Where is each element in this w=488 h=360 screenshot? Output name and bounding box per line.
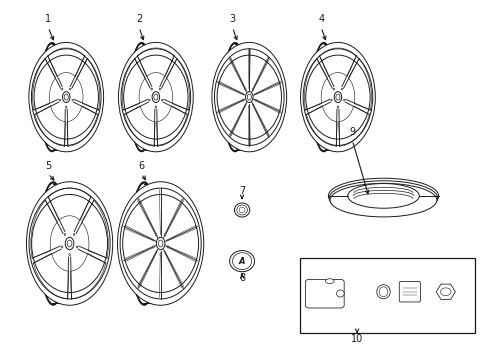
Ellipse shape <box>122 194 198 293</box>
Ellipse shape <box>29 42 103 152</box>
Ellipse shape <box>160 253 161 256</box>
Ellipse shape <box>117 182 203 305</box>
Ellipse shape <box>347 184 418 208</box>
Ellipse shape <box>29 188 110 299</box>
Ellipse shape <box>245 92 252 103</box>
Ellipse shape <box>167 246 168 248</box>
Ellipse shape <box>329 183 436 217</box>
Ellipse shape <box>31 49 101 145</box>
Ellipse shape <box>337 106 338 108</box>
Ellipse shape <box>236 205 247 215</box>
Ellipse shape <box>234 203 249 217</box>
Ellipse shape <box>59 99 61 101</box>
Ellipse shape <box>65 106 67 108</box>
Text: 7: 7 <box>239 186 244 196</box>
Text: 3: 3 <box>229 14 235 24</box>
Ellipse shape <box>152 246 154 248</box>
Ellipse shape <box>69 253 70 256</box>
Ellipse shape <box>148 99 150 101</box>
Ellipse shape <box>343 99 345 101</box>
Ellipse shape <box>161 99 163 101</box>
Ellipse shape <box>62 92 70 103</box>
Ellipse shape <box>378 287 387 297</box>
Text: 9: 9 <box>348 127 355 138</box>
Ellipse shape <box>67 240 72 247</box>
Text: 2: 2 <box>136 14 142 24</box>
Ellipse shape <box>232 253 251 270</box>
Ellipse shape <box>255 99 256 101</box>
Text: 10: 10 <box>350 334 363 345</box>
Text: 8: 8 <box>239 273 244 283</box>
Ellipse shape <box>328 181 437 215</box>
Ellipse shape <box>61 88 63 90</box>
Ellipse shape <box>155 106 156 108</box>
Ellipse shape <box>300 42 375 152</box>
Ellipse shape <box>73 233 75 235</box>
Ellipse shape <box>325 279 333 284</box>
Text: A: A <box>238 257 245 266</box>
Bar <box>299 258 473 333</box>
Ellipse shape <box>247 94 251 100</box>
Ellipse shape <box>155 233 157 235</box>
Ellipse shape <box>376 285 389 299</box>
Ellipse shape <box>327 178 438 213</box>
Polygon shape <box>435 284 454 300</box>
Ellipse shape <box>158 240 163 247</box>
FancyBboxPatch shape <box>399 282 420 302</box>
Ellipse shape <box>32 194 107 293</box>
Ellipse shape <box>341 88 342 90</box>
FancyBboxPatch shape <box>305 279 344 308</box>
Ellipse shape <box>76 246 78 248</box>
Ellipse shape <box>217 55 281 139</box>
Ellipse shape <box>244 88 245 90</box>
Ellipse shape <box>152 92 159 103</box>
Ellipse shape <box>164 233 165 235</box>
Ellipse shape <box>214 49 284 145</box>
Ellipse shape <box>333 88 334 90</box>
Ellipse shape <box>229 251 254 272</box>
Ellipse shape <box>26 182 112 305</box>
Ellipse shape <box>121 49 190 145</box>
Ellipse shape <box>65 237 74 250</box>
Ellipse shape <box>239 207 244 213</box>
Ellipse shape <box>305 55 369 139</box>
Ellipse shape <box>159 88 160 90</box>
Text: 4: 4 <box>318 14 324 24</box>
Ellipse shape <box>211 42 286 152</box>
Ellipse shape <box>61 246 63 248</box>
Ellipse shape <box>252 88 253 90</box>
Ellipse shape <box>72 99 73 101</box>
Ellipse shape <box>151 88 152 90</box>
Ellipse shape <box>120 188 201 299</box>
Ellipse shape <box>333 92 341 103</box>
Ellipse shape <box>64 233 66 235</box>
Ellipse shape <box>118 42 193 152</box>
Ellipse shape <box>69 88 71 90</box>
Ellipse shape <box>34 55 98 139</box>
Ellipse shape <box>123 55 188 139</box>
Ellipse shape <box>153 94 158 100</box>
Ellipse shape <box>330 99 331 101</box>
Ellipse shape <box>335 94 339 100</box>
Ellipse shape <box>64 94 68 100</box>
Ellipse shape <box>242 99 243 101</box>
Ellipse shape <box>336 290 344 297</box>
Ellipse shape <box>440 288 450 296</box>
Ellipse shape <box>303 49 372 145</box>
Ellipse shape <box>248 106 249 108</box>
Ellipse shape <box>156 237 164 250</box>
Text: 1: 1 <box>45 14 51 24</box>
Text: 5: 5 <box>45 161 51 171</box>
Text: 6: 6 <box>138 161 144 171</box>
